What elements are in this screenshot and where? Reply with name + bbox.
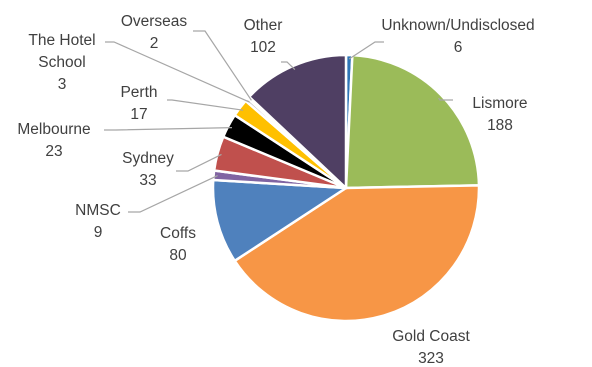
slice-name-the-hotel-school: School [38, 54, 85, 71]
leader-line-nmsc [128, 175, 218, 213]
slice-value-unknown-undisclosed: 6 [454, 39, 463, 56]
slice-value-gold-coast: 323 [418, 350, 444, 367]
slice-value-sydney: 33 [139, 172, 156, 189]
slice-name-gold-coast: Gold Coast [392, 328, 470, 345]
slice-label-coffs: Coffs 80 [160, 225, 196, 264]
slice-name-perth: Perth [120, 84, 157, 101]
slice-value-other: 102 [250, 39, 276, 56]
slice-label-the-hotel-school: The Hotel School 3 [28, 32, 95, 93]
slice-value-lismore: 188 [487, 117, 513, 134]
slice-name-overseas: Overseas [121, 13, 188, 30]
slice-value-the-hotel-school: 3 [58, 76, 67, 93]
leader-line-the-hotel-school [105, 41, 250, 103]
slice-label-nmsc: NMSC 9 [75, 202, 121, 241]
slice-name-other: Other [244, 17, 283, 34]
slice-value-nmsc: 9 [94, 224, 103, 241]
slice-value-overseas: 2 [150, 35, 159, 52]
slice-value-perth: 17 [130, 106, 147, 123]
leader-line-perth [167, 99, 244, 111]
pie-slice-other [247, 53, 348, 190]
slice-name-coffs: Coffs [160, 225, 196, 242]
pie-slice-lismore [344, 53, 481, 190]
slice-value-melbourne: 23 [45, 143, 62, 160]
leader-lines [104, 30, 453, 213]
pie-slices [211, 53, 481, 323]
leader-line-melbourne [104, 127, 233, 131]
slice-label-melbourne: Melbourne 23 [17, 121, 90, 160]
slice-name-lismore: Lismore [472, 95, 527, 112]
leader-line-sydney [176, 153, 222, 172]
leader-line-lismore [438, 97, 453, 101]
slice-label-other: Other 102 [244, 17, 283, 56]
slice-value-coffs: 80 [169, 247, 187, 264]
slice-name-nmsc: NMSC [75, 202, 121, 219]
slice-name-the-hotel-school: The Hotel [28, 32, 95, 49]
leader-line-overseas [193, 30, 252, 101]
slice-name-unknown-undisclosed: Unknown/Undisclosed [381, 17, 534, 34]
leader-line-other [281, 61, 296, 71]
slice-label-unknown-undisclosed: Unknown/Undisclosed 6 [381, 17, 534, 56]
slice-label-gold-coast: Gold Coast 323 [392, 328, 470, 367]
slice-label-perth: Perth 17 [120, 84, 157, 123]
pie-slice-coffs [211, 178, 348, 263]
leader-line-unknown-undisclosed [348, 41, 384, 60]
slice-name-sydney: Sydney [122, 150, 174, 167]
pie-slice-gold-coast [233, 184, 481, 323]
slice-label-sydney: Sydney 33 [122, 150, 174, 189]
slice-name-melbourne: Melbourne [17, 121, 90, 138]
slice-label-overseas: Overseas 2 [121, 13, 188, 52]
slice-labels: Unknown/Undisclosed 6 Lismore 188 Gold Coast… [17, 13, 534, 367]
slice-label-lismore: Lismore 188 [472, 95, 527, 134]
